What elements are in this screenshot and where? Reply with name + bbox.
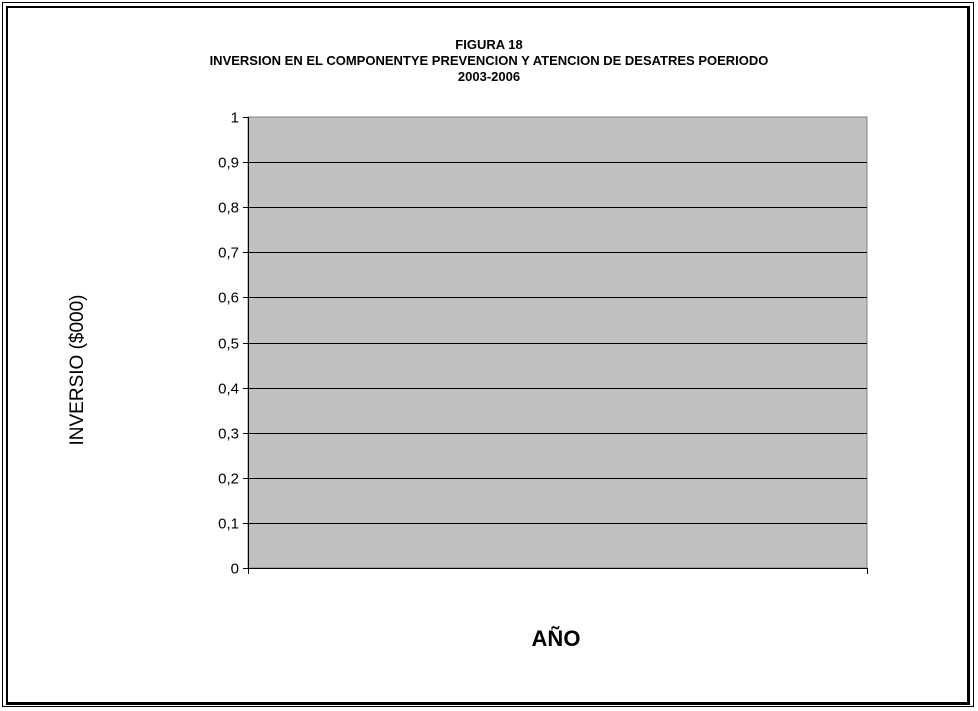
chart-title-line-3: 2003-2006 xyxy=(457,69,521,84)
x-axis xyxy=(248,568,868,574)
y-tick-label: 0,8 xyxy=(218,200,239,217)
y-tick-label: 0,7 xyxy=(218,245,239,262)
y-tick-label: 0,2 xyxy=(218,471,239,488)
chart-title-line-1: FIGURA 18 xyxy=(455,37,523,52)
plot-area xyxy=(247,116,868,569)
y-tick-label: 0,9 xyxy=(218,155,239,172)
y-tick-label: 1 xyxy=(231,110,239,127)
chart-title-line-2: INVERSION EN EL COMPONENTYE PREVENCION Y… xyxy=(209,53,769,68)
y-tick-label: 0,4 xyxy=(218,381,239,398)
y-axis: 0 0,1 0,2 0,3 0,4 0,5 0,6 0,7 0,8 0,9 1 xyxy=(218,110,249,578)
y-tick-label: 0,6 xyxy=(218,290,239,307)
inner-border xyxy=(6,6,970,705)
x-axis-label: AÑO xyxy=(531,626,581,651)
y-tick-label: 0 xyxy=(231,561,239,578)
y-tick-label: 0,3 xyxy=(218,426,239,443)
y-axis-label: INVERSIO ($000) xyxy=(67,294,88,446)
y-tick-label: 0,1 xyxy=(218,516,239,533)
gridlines xyxy=(248,162,867,524)
y-tick-label: 0,5 xyxy=(218,336,239,353)
